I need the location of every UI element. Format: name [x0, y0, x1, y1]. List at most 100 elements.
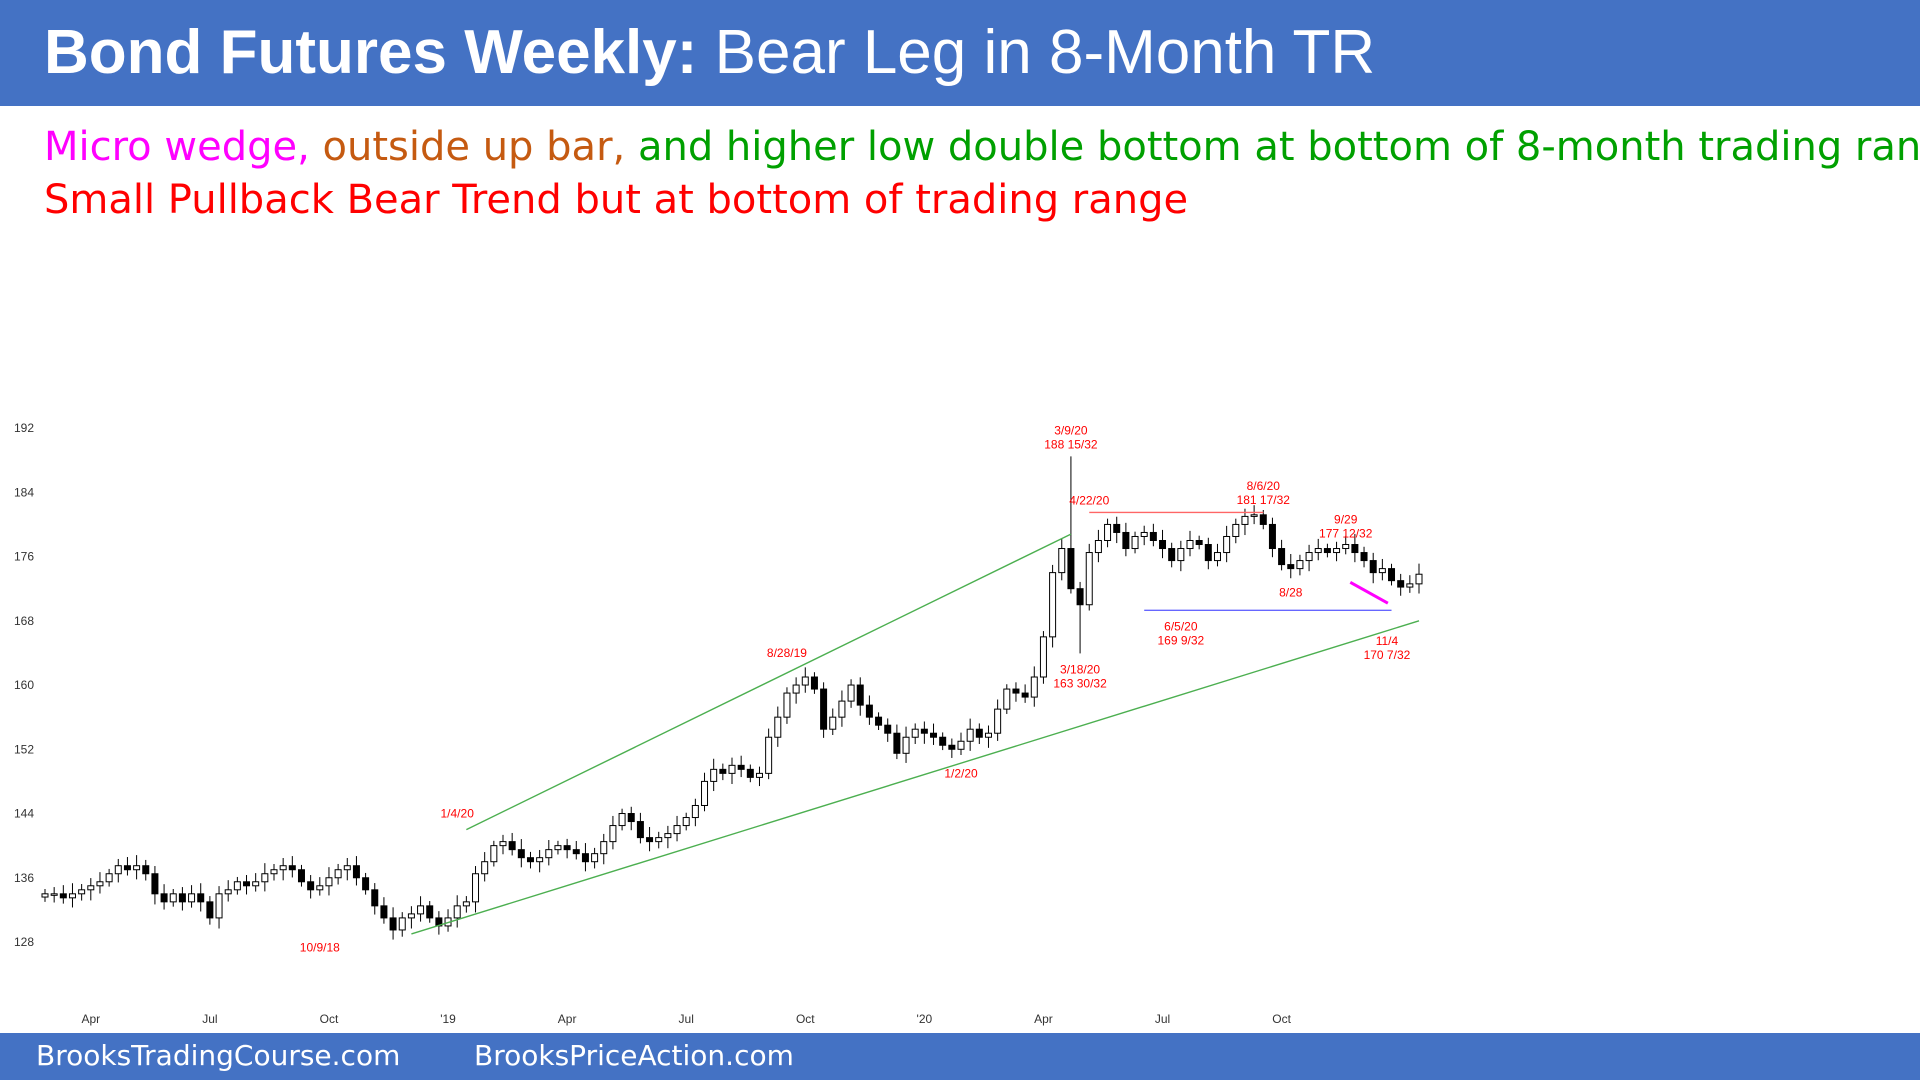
candle-up — [114, 865, 122, 875]
candle-down — [884, 724, 892, 734]
y-tick-label: 152 — [14, 742, 34, 756]
x-tick-label: '19 — [440, 1012, 456, 1026]
annotation-label: 8/28 — [1279, 586, 1303, 600]
annotation-label: 6/5/20 — [1164, 619, 1198, 633]
candle-up — [1241, 515, 1249, 525]
candle-up — [966, 728, 974, 742]
annotation-label: 4/22/20 — [1069, 493, 1109, 507]
candle-up — [1177, 548, 1185, 562]
candle-down — [572, 849, 580, 855]
annotation-label: 188 15/32 — [1044, 437, 1098, 451]
candle-up — [984, 732, 992, 738]
candle-down — [1268, 523, 1276, 550]
candle-up — [847, 684, 855, 702]
annotation-label: 177 12/32 — [1319, 526, 1373, 540]
candle-down — [875, 716, 883, 726]
subtitle-line-2: Small Pullback Bear Trend but at bottom … — [44, 177, 1189, 223]
candle-up — [41, 893, 49, 898]
candle-down — [197, 893, 205, 903]
title-rest: Bear Leg in 8-Month TR — [697, 18, 1376, 87]
x-tick-label: Oct — [1272, 1012, 1291, 1026]
y-tick-label: 192 — [14, 421, 34, 435]
candle-down — [59, 893, 67, 899]
candle-down — [508, 841, 516, 851]
candle-down — [297, 869, 305, 883]
candle-down — [1397, 580, 1405, 588]
annotation-label: 8/6/20 — [1247, 479, 1281, 493]
candle-up — [50, 893, 58, 896]
footer-link-brookstradingcourse[interactable]: BrooksTradingCourse.com — [36, 1039, 401, 1072]
candle-down — [948, 744, 956, 750]
candle-down — [820, 688, 828, 730]
candle-up — [682, 817, 690, 827]
candle-up — [710, 768, 718, 782]
candle-up — [600, 841, 608, 855]
candle-down — [636, 821, 644, 839]
candle-up — [1030, 676, 1038, 698]
candle-up — [618, 813, 626, 827]
candle-down — [307, 881, 315, 891]
candle-down — [380, 905, 388, 919]
annotation-label: 8/28/19 — [767, 646, 807, 660]
x-tick-label: Jul — [1155, 1012, 1170, 1026]
candle-down — [1168, 548, 1176, 562]
candle-up — [343, 865, 351, 871]
candle-up — [96, 881, 104, 887]
candle-down — [1259, 514, 1267, 525]
subtitle-micro-wedge: Micro wedge, — [44, 124, 310, 170]
candle-up — [655, 837, 663, 843]
annotation-label: 9/29 — [1334, 512, 1358, 526]
candle-up — [609, 825, 617, 843]
candle-up — [472, 873, 480, 903]
candle-up — [728, 764, 736, 774]
candle-down — [178, 893, 186, 903]
candle-up — [792, 684, 800, 694]
candle-down — [1021, 692, 1029, 698]
candle-up — [252, 881, 260, 887]
candle-down — [142, 865, 150, 875]
candle-up — [1250, 514, 1258, 517]
micro-wedge-line — [1349, 580, 1389, 605]
candle-up — [902, 736, 910, 754]
annotation-label: 11/4 — [1376, 634, 1399, 648]
candle-down — [526, 857, 534, 863]
candle-down — [1323, 548, 1331, 554]
footer-link-brookspriceaction[interactable]: BrooksPriceAction.com — [474, 1039, 794, 1072]
candle-up — [1232, 523, 1240, 537]
candle-down — [737, 764, 745, 770]
subtitle-line-1: Micro wedge, outside up bar, and higher … — [44, 122, 1920, 172]
candle-up — [407, 913, 415, 919]
candle-up — [1378, 568, 1386, 574]
candle-down — [646, 837, 654, 843]
candle-up — [78, 889, 86, 895]
candle-down — [352, 865, 360, 879]
candle-down — [930, 732, 938, 738]
candle-up — [838, 700, 846, 718]
candle-down — [206, 901, 214, 919]
y-tick-label: 144 — [14, 807, 34, 821]
candle-up — [1058, 548, 1066, 574]
candle-up — [664, 833, 672, 839]
x-tick-label: Oct — [796, 1012, 815, 1026]
candle-down — [288, 865, 296, 871]
candle-down — [1351, 544, 1359, 554]
title-bold: Bond Futures Weekly: — [44, 18, 698, 87]
candle-up — [1140, 531, 1148, 537]
candle-up — [1039, 636, 1047, 678]
candle-up — [1213, 552, 1221, 562]
candle-up — [215, 893, 223, 919]
candle-up — [1296, 560, 1304, 570]
candle-down — [1159, 540, 1167, 550]
candle-up — [224, 889, 232, 895]
candle-down — [1204, 544, 1212, 562]
candle-up — [1406, 583, 1414, 588]
candle-up — [270, 869, 278, 875]
candle-up — [1415, 573, 1423, 585]
candle-up — [1333, 548, 1341, 554]
footer-banner: BrooksTradingCourse.com BrooksPriceActio… — [0, 1033, 1920, 1080]
candle-up — [169, 893, 177, 903]
annotation-label: 3/9/20 — [1054, 423, 1088, 437]
candle-down — [371, 889, 379, 907]
y-tick-label: 160 — [14, 678, 34, 692]
x-tick-label: Jul — [202, 1012, 217, 1026]
